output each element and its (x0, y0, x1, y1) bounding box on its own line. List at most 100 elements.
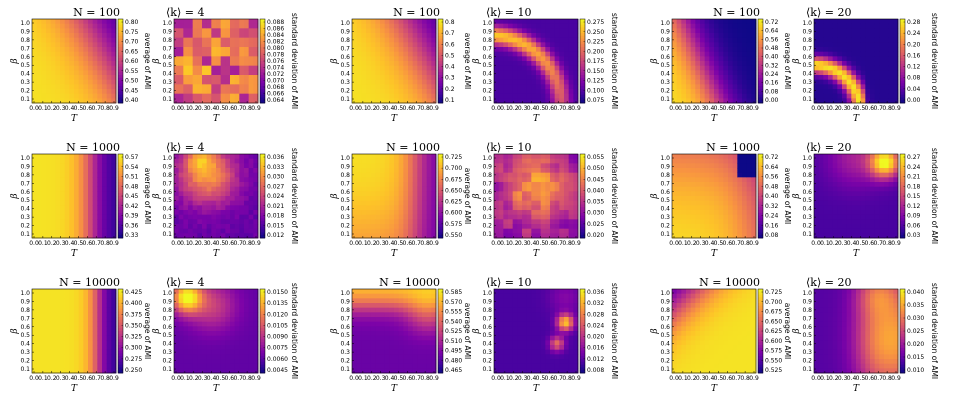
colorbar-tick-label: 0.045 (587, 176, 604, 183)
colorbar-segment (758, 69, 763, 73)
heatmap-cell (718, 196, 724, 202)
heatmap-cell (737, 98, 743, 104)
x-tick-label: 0.7 (411, 105, 421, 112)
heatmap-cell (356, 154, 362, 160)
heatmap-cell (216, 219, 222, 225)
heatmap-cell (431, 56, 437, 62)
heatmap-cell (50, 19, 56, 25)
heatmap-cell (50, 28, 56, 34)
heatmap-cell (522, 228, 528, 234)
heatmap-cell (64, 23, 70, 29)
heatmap-cell (870, 98, 876, 104)
heatmap-cell (823, 228, 829, 234)
heatmap-cell (422, 163, 428, 169)
heatmap-cell (874, 224, 880, 230)
heatmap-cell (408, 168, 414, 174)
colorbar-segment (900, 179, 905, 183)
heatmap-cell (32, 93, 38, 99)
heatmap-cell (417, 177, 423, 183)
heatmap-cell (742, 205, 748, 211)
x-tick-label: 0.4 (385, 105, 395, 112)
x-tick-label: 0.9 (571, 240, 581, 247)
x-tick-label: 0.3 (198, 240, 208, 247)
heatmap-cell (384, 37, 390, 43)
heatmap-cell (860, 233, 866, 239)
y-tick-label: 1.0 (340, 20, 350, 27)
colorbar-segment (758, 196, 763, 200)
heatmap-cell (111, 98, 117, 104)
x-tick-label: 0.3 (696, 105, 706, 112)
heatmap-cell (220, 168, 226, 174)
heatmap-cell (412, 47, 418, 53)
heatmap-cell (64, 37, 70, 43)
heatmap-cell (202, 47, 208, 53)
heatmap-cell (202, 28, 208, 34)
heatmap-cell (681, 168, 687, 174)
heatmap-cell (408, 182, 414, 188)
heatmap-cell (239, 70, 245, 76)
heatmap-cell (375, 23, 381, 29)
heatmap-cell (690, 214, 696, 220)
heatmap-cell (536, 51, 542, 57)
heatmap-cell (352, 158, 358, 164)
heatmap-cell (174, 37, 180, 43)
heatmap-cell (564, 93, 570, 99)
heatmap-cell (36, 70, 42, 76)
heatmap-cell (183, 228, 189, 234)
heatmap-cell (818, 19, 824, 25)
colorbar-tick-label: 0.16 (907, 52, 921, 59)
heatmap-cell (746, 219, 752, 225)
heatmap-cell (737, 84, 743, 90)
heatmap-cell (742, 89, 748, 95)
heatmap-cell (545, 19, 551, 25)
x-tick-label: 0.8 (100, 240, 110, 247)
heatmap-cell (700, 56, 706, 62)
heatmap-cell (517, 23, 523, 29)
heatmap-cell (564, 33, 570, 39)
x-tick-label: 0.5 (536, 240, 546, 247)
heatmap-cell (361, 182, 367, 188)
heatmap-cell (230, 196, 236, 202)
heatmap-cell (64, 196, 70, 202)
heatmap-cell (818, 158, 824, 164)
heatmap-cell (216, 65, 222, 71)
heatmap-cell (842, 233, 848, 239)
heatmap-cell (540, 200, 546, 206)
heatmap-cell (422, 214, 428, 220)
heatmap-cell (512, 219, 518, 225)
colorbar-tick-label: 0.018 (267, 213, 284, 220)
heatmap-cell (879, 23, 885, 29)
heatmap-cell (823, 182, 829, 188)
heatmap-cell (818, 84, 824, 90)
heatmap-cell (823, 56, 829, 62)
colorbar-segment (260, 66, 265, 70)
heatmap-cell (361, 172, 367, 178)
heatmap-cell (46, 158, 52, 164)
heatmap-cell (559, 93, 565, 99)
heatmap-cell (248, 191, 254, 197)
heatmap-cell (408, 79, 414, 85)
heatmap-cell (178, 79, 184, 85)
heatmap-cell (60, 154, 66, 160)
heatmap-cell (380, 79, 386, 85)
heatmap-cell (832, 210, 838, 216)
heatmap-cell (681, 65, 687, 71)
heatmap-cell (178, 182, 184, 188)
heatmap-cell (174, 154, 180, 160)
heatmap-cell (554, 19, 560, 25)
heatmap-cell (723, 93, 729, 99)
heatmap-cell (536, 65, 542, 71)
heatmap-cell (695, 219, 701, 225)
heatmap-cell (36, 214, 42, 220)
heatmap-cell (216, 70, 222, 76)
heatmap-cell (74, 228, 80, 234)
heatmap-cell (426, 168, 432, 174)
heatmap-cell (568, 56, 574, 62)
heatmap-cell (69, 56, 75, 62)
heatmap-cell (874, 228, 880, 234)
heatmap-cell (188, 98, 194, 104)
colorbar-segment (758, 49, 763, 53)
heatmap-cell (403, 163, 409, 169)
heatmap-cell (102, 89, 108, 95)
heatmap-cell (178, 219, 184, 225)
